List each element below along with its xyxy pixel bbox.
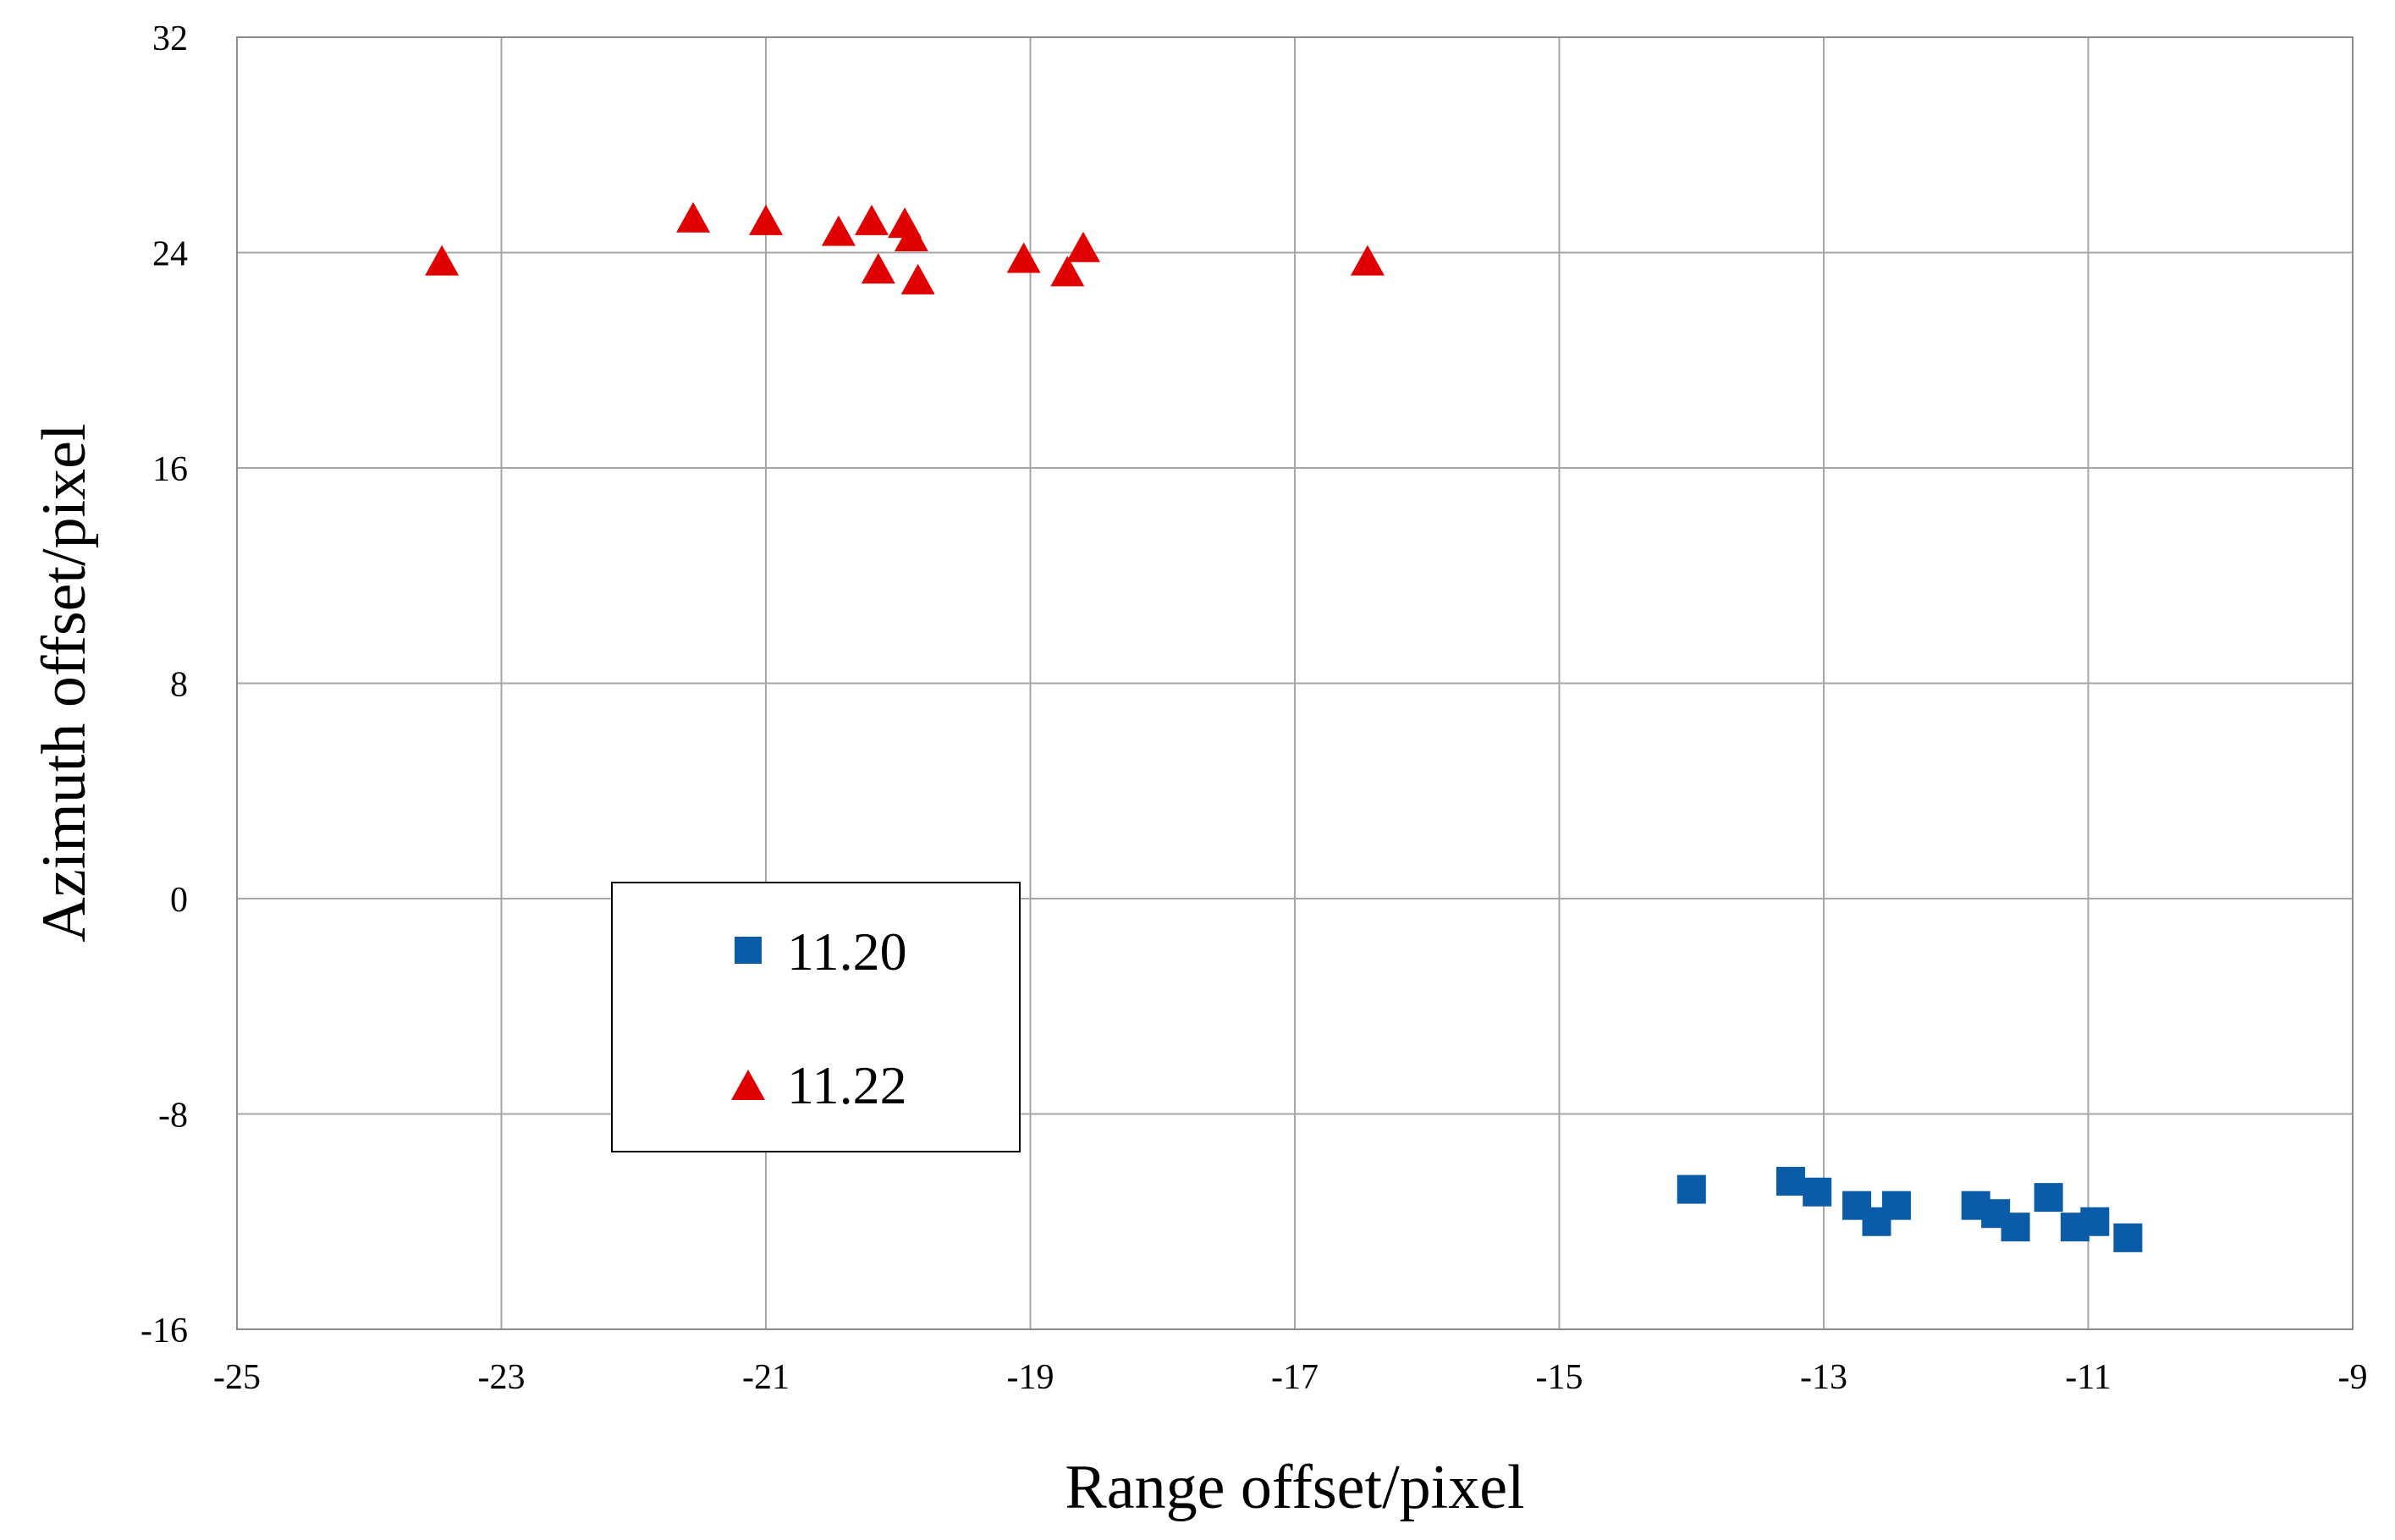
legend-box <box>611 882 1021 1152</box>
point-square <box>1881 1191 1911 1220</box>
y-tick-label: -16 <box>140 1312 188 1350</box>
point-triangle <box>425 245 460 276</box>
legend-label-11-20: 11.20 <box>787 921 907 982</box>
x-tick-label: -11 <box>2065 1358 2111 1397</box>
data-points <box>425 201 2143 1252</box>
y-tick-label: 24 <box>152 235 188 274</box>
legend-label-11-22: 11.22 <box>787 1055 907 1115</box>
point-triangle <box>821 215 856 246</box>
point-square <box>2034 1183 2063 1213</box>
legend-marker-triangle <box>731 1070 765 1100</box>
x-tick-label: -23 <box>478 1358 526 1397</box>
y-tick-label: 0 <box>170 881 188 920</box>
point-triangle <box>900 263 935 294</box>
point-square <box>1776 1167 1805 1196</box>
legend: 11.20 11.22 <box>611 882 1021 1152</box>
x-tick-label: -9 <box>2338 1358 2368 1397</box>
x-tick-label: -21 <box>742 1358 790 1397</box>
point-triangle <box>1350 245 1385 276</box>
x-tick-label: -13 <box>1800 1358 1847 1397</box>
point-triangle <box>861 253 895 284</box>
point-triangle <box>1066 231 1100 262</box>
plot-area <box>236 36 2354 1330</box>
y-axis-title: Azimuth offset/pixel <box>30 423 99 942</box>
y-tick-label: 8 <box>170 666 188 705</box>
series-11-22 <box>425 201 1385 294</box>
legend-marker-square <box>735 937 762 964</box>
x-tick-label: -15 <box>1536 1358 1583 1397</box>
point-square <box>2113 1223 2143 1252</box>
point-triangle <box>1006 242 1041 273</box>
x-tick-label: -17 <box>1271 1358 1319 1397</box>
y-tick-label: -8 <box>158 1097 188 1136</box>
point-triangle <box>676 201 711 233</box>
point-square <box>1676 1174 1706 1204</box>
x-tick-label: -25 <box>213 1358 261 1397</box>
point-square <box>1803 1177 1832 1207</box>
y-tick-label: 16 <box>152 450 188 489</box>
point-triangle <box>855 204 889 235</box>
x-tick-labels: -25 -23 -21 -19 -17 -15 -13 -11 -9 <box>213 1358 2368 1397</box>
y-tick-label: 32 <box>152 19 188 58</box>
point-triangle <box>1050 256 1085 287</box>
x-tick-label: -19 <box>1007 1358 1054 1397</box>
x-axis-title: Range offset/pixel <box>1065 1453 1524 1522</box>
point-triangle <box>894 220 928 251</box>
y-tick-labels: -16 -8 0 8 16 24 32 <box>140 19 188 1350</box>
point-triangle <box>749 204 783 235</box>
series-11-20 <box>1676 1167 2143 1252</box>
point-square <box>2080 1207 2110 1236</box>
grid-lines <box>236 36 2354 1330</box>
point-square <box>2001 1213 2030 1242</box>
